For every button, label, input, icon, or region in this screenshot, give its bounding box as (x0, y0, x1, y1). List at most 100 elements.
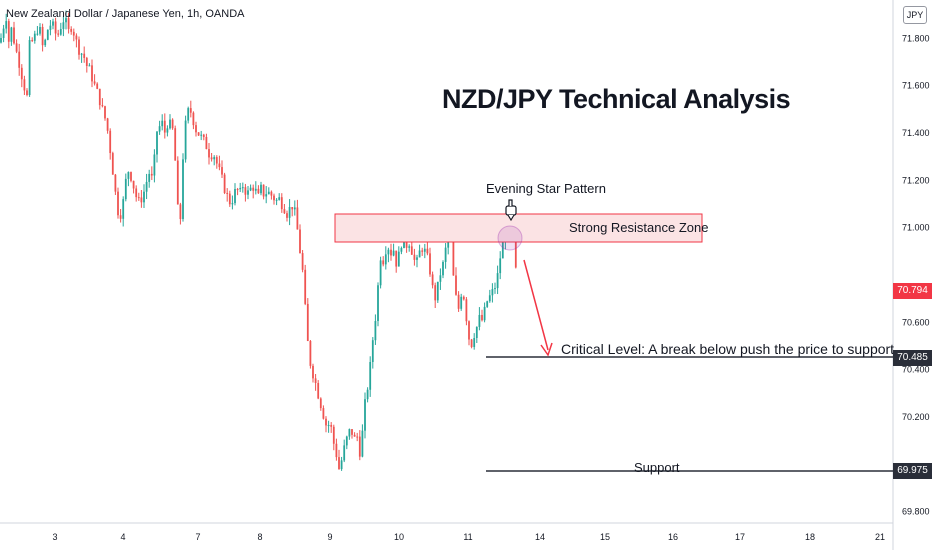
candle-body (478, 314, 481, 327)
x-tick-label: 3 (52, 532, 57, 542)
candle-body (343, 445, 346, 461)
candle-body (239, 187, 242, 190)
y-tick-label: 70.600 (902, 317, 930, 327)
candle-body (436, 281, 439, 301)
candle-body (20, 67, 23, 80)
candle-body (426, 248, 429, 254)
candle-body (452, 233, 455, 276)
y-tick-label: 71.000 (902, 223, 930, 233)
candle-body (431, 274, 434, 286)
candle-body (145, 181, 148, 192)
candle-body (36, 33, 39, 35)
candle-body (293, 207, 296, 210)
candle-body (7, 21, 10, 42)
candle-body (366, 389, 369, 400)
candle-body (317, 382, 320, 399)
candle-body (299, 229, 301, 254)
current-price-label: 70.794 (893, 283, 932, 299)
candle-body (377, 285, 379, 322)
candle-body (252, 187, 255, 191)
y-tick-label: 71.400 (902, 128, 930, 138)
candle-body (200, 134, 203, 136)
candle-body (104, 106, 106, 119)
candle-body (122, 199, 125, 219)
candle-body (234, 189, 236, 204)
x-tick-label: 11 (463, 532, 472, 542)
candle-body (457, 294, 460, 309)
candle-body (340, 460, 343, 470)
candle-body (254, 188, 257, 191)
candle-body (351, 429, 353, 435)
candle-body (325, 418, 327, 426)
candle-body (260, 184, 262, 194)
down-arrow-shaft (523, 259, 549, 351)
candle-body (291, 207, 294, 210)
candle-body (442, 261, 444, 276)
candle-body (280, 197, 283, 210)
x-tick-label: 9 (327, 532, 332, 542)
candle-body (93, 81, 96, 84)
candle-body (96, 83, 99, 89)
candle-body (423, 248, 426, 252)
candle-body (286, 213, 288, 218)
candle-body (215, 157, 218, 164)
y-tick-label: 71.200 (902, 175, 930, 185)
candle-body (429, 253, 431, 275)
candle-body (455, 275, 457, 295)
support-price-label: 69.975 (893, 463, 932, 479)
candle-body (288, 207, 291, 218)
candle-body (434, 285, 437, 301)
candle-body (353, 434, 356, 437)
currency-badge[interactable]: JPY (903, 6, 927, 24)
candle-body (335, 443, 338, 458)
candle-body (83, 53, 86, 58)
candle-body (5, 21, 8, 29)
candle-body (257, 188, 260, 194)
candle-body (332, 426, 335, 444)
candle-body (236, 189, 239, 191)
candle-body (52, 21, 54, 26)
critical-price-label: 70.485 (893, 350, 932, 366)
candle-body (379, 260, 382, 286)
candle-body (169, 119, 171, 129)
candle-body (384, 254, 387, 265)
candle-body (221, 167, 223, 175)
x-tick-label: 17 (735, 532, 745, 542)
candle-body (364, 399, 366, 431)
candle-body (244, 187, 247, 195)
y-tick-label: 70.200 (902, 412, 930, 422)
candle-body (124, 178, 127, 200)
y-tick-label: 70.400 (902, 365, 930, 375)
candle-body (65, 18, 67, 23)
candle-body (70, 28, 73, 32)
candle-body (223, 174, 226, 193)
candle-body (369, 362, 372, 390)
candle-body (374, 321, 377, 341)
candle-body (514, 220, 517, 268)
candle-body (322, 408, 325, 419)
candle-body (403, 241, 405, 249)
candle-body (57, 33, 60, 35)
candle-body (410, 246, 413, 255)
candle-body (163, 120, 166, 133)
support-label: Support (634, 460, 680, 475)
candle-body (109, 130, 112, 154)
candle-body (330, 425, 333, 427)
candle-body (192, 112, 195, 126)
candle-body (179, 204, 182, 220)
candle-body (59, 28, 62, 35)
candle-body (400, 248, 403, 252)
candle-body (408, 246, 411, 248)
candle-body (462, 296, 465, 300)
candle-body (197, 132, 200, 136)
candle-body (319, 398, 322, 409)
candle-body (413, 254, 416, 260)
candle-body (10, 27, 13, 42)
candle-body (23, 79, 26, 91)
candle-body (468, 321, 470, 340)
candle-body (67, 18, 70, 29)
candle-body (421, 250, 424, 252)
candle-body (85, 57, 88, 66)
candle-body (473, 338, 476, 347)
